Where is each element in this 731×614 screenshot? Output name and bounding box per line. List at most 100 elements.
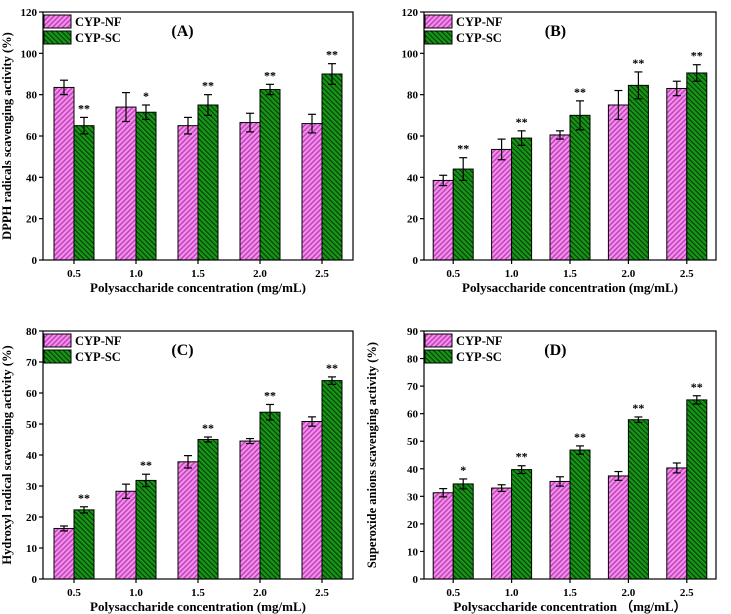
error-bar-cyp-sc-0.5: [459, 478, 468, 490]
error-bar-cyp-nf-2.0: [246, 112, 254, 133]
legend: CYP-NF CYP-SC: [43, 333, 122, 364]
y-tick-label: 60: [26, 388, 38, 400]
significance-label: *: [143, 89, 149, 103]
panel-b-chart: ** ** ** ** ** 0 20 40 60 80 100 120 0.5 1.0 1.5 2.0 2.5…: [365, 0, 731, 307]
legend-label-nf: CYP-NF: [75, 334, 122, 348]
error-bar-cyp-nf-1.0: [497, 138, 506, 161]
panel-letter: (C): [171, 342, 193, 359]
y-tick-label: 70: [26, 357, 38, 369]
panel-letter: (B): [545, 23, 566, 40]
significance-label: **: [264, 388, 276, 402]
bar-cyp-sc-1.5: [569, 449, 591, 580]
x-tick-label: 1.0: [129, 587, 143, 599]
bar-cyp-sc-1.5: [197, 439, 219, 580]
error-bar-cyp-nf-1.0: [122, 91, 130, 123]
significance-label: **: [691, 380, 703, 394]
bar-cyp-nf-0.5: [53, 86, 75, 261]
error-bar-cyp-sc-2.0: [266, 403, 274, 421]
bar-cyp-nf-0.5: [53, 527, 75, 580]
error-bar-cyp-nf-2.5: [308, 113, 316, 134]
y-tick-label: 10: [407, 546, 419, 558]
x-axis-title: Polysaccharide concentration （mg/mL）: [453, 599, 686, 614]
y-tick-label: 60: [407, 131, 419, 143]
bar-cyp-sc-1.0: [511, 137, 533, 261]
bar-cyp-nf-1.5: [549, 480, 571, 580]
y-tick-label: 20: [26, 214, 38, 226]
y-tick-label: 50: [26, 419, 38, 431]
panel-b-chart-area: ** ** ** ** ** 0 20 40 60 80 100 120 0.5 1.0 1.5 2.0 2.5…: [365, 0, 731, 307]
y-tick-label: 120: [402, 7, 419, 19]
x-tick-label: 2.0: [253, 268, 267, 280]
x-tick-label: 0.5: [446, 268, 460, 280]
y-tick-label: 0: [413, 255, 419, 267]
y-tick-label: 100: [402, 48, 419, 60]
x-tick-label: 0.5: [67, 268, 81, 280]
error-bar-cyp-sc-0.5: [80, 116, 88, 135]
legend-swatch-sc: [424, 349, 453, 364]
error-bar-cyp-sc-0.5: [459, 157, 468, 182]
bar-cyp-sc-2.0: [259, 89, 281, 261]
error-bar-cyp-nf-1.0: [497, 484, 506, 492]
significance-label: **: [632, 56, 644, 70]
x-axis-title: Polysaccharide concentration (mg/mL): [90, 599, 306, 614]
legend-swatch-sc: [424, 30, 453, 45]
y-axis-title: Hydroxyl radical scavenging activity (%): [0, 345, 14, 564]
x-axis: 0.5 1.0 1.5 2.0 2.5: [67, 579, 329, 599]
legend-label-nf: CYP-NF: [456, 334, 503, 348]
bar-cyp-nf-1.5: [549, 134, 571, 261]
bar-cyp-sc-0.5: [452, 483, 474, 580]
legend-swatch-nf: [424, 14, 453, 29]
significance-label: **: [202, 421, 214, 435]
legend-label-sc: CYP-SC: [75, 31, 121, 45]
y-tick-label: 80: [407, 90, 419, 102]
x-tick-label: 1.5: [563, 587, 577, 599]
panel-d-superoxide: * ** ** ** ** 0 10 20 30 40 50 60 70 80 90 0.5 1.0 1.5 2.0…: [365, 307, 731, 614]
bar-cyp-nf-1.5: [177, 461, 199, 580]
error-bar-cyp-nf-0.5: [439, 488, 448, 498]
bar-cyp-nf-2.0: [607, 104, 629, 261]
y-tick-label: 40: [26, 172, 38, 184]
y-tick-label: 120: [21, 7, 38, 19]
bar-cyp-sc-2.0: [627, 419, 649, 580]
bar-cyp-sc-1.5: [569, 114, 591, 261]
bar-cyp-nf-2.5: [666, 87, 688, 261]
x-axis-title: Polysaccharide concentration (mg/mL): [90, 280, 306, 295]
y-tick-label: 40: [407, 464, 419, 476]
error-bar-cyp-nf-2.5: [672, 80, 681, 97]
significance-label: **: [632, 401, 644, 415]
bar-cyp-nf-1.0: [115, 490, 137, 580]
bar-cyp-sc-1.0: [135, 111, 157, 261]
bar-cyp-sc-0.5: [73, 125, 95, 261]
x-axis: 0.5 1.0 1.5 2.0 2.5: [446, 579, 694, 599]
y-tick-label: 10: [26, 543, 38, 555]
legend-label-nf: CYP-NF: [456, 15, 503, 29]
error-bar-cyp-sc-1.5: [204, 94, 212, 116]
significance-label: **: [78, 101, 90, 115]
legend-label-sc: CYP-SC: [456, 350, 502, 364]
bar-cyp-nf-2.5: [666, 467, 688, 580]
bar-cyp-sc-0.5: [452, 168, 474, 261]
bar-cyp-sc-1.0: [511, 469, 533, 580]
bar-cyp-nf-2.0: [239, 122, 261, 261]
x-tick-label: 0.5: [67, 587, 81, 599]
legend-swatch-nf: [43, 14, 72, 29]
bar-cyp-sc-2.5: [321, 380, 343, 580]
significance-label: **: [516, 450, 528, 464]
error-bar-cyp-sc-2.5: [328, 376, 336, 385]
bar-cyp-sc-1.5: [197, 104, 219, 261]
error-bar-cyp-sc-2.0: [634, 71, 643, 100]
error-bar-cyp-nf-0.5: [60, 79, 68, 96]
error-bar-cyp-nf-2.5: [672, 462, 681, 474]
bar-cyp-nf-1.5: [177, 125, 199, 261]
bar-cyp-nf-2.5: [301, 421, 323, 580]
panel-a-dpph: ** * ** ** ** 0 20 40 60 80 100 120 0.5 1.0 1.5 2.0 2.5 D…: [0, 0, 365, 307]
significance-label: **: [457, 142, 469, 156]
bar-cyp-sc-2.0: [627, 84, 649, 261]
y-tick-label: 50: [407, 436, 419, 448]
bar-cyp-nf-2.0: [239, 440, 261, 580]
bar-cyp-nf-1.0: [115, 106, 137, 261]
x-tick-label: 2.0: [253, 587, 267, 599]
y-axis: 0 10 20 30 40 50 60 70 80: [26, 326, 43, 586]
error-bar-cyp-nf-1.5: [184, 116, 192, 135]
